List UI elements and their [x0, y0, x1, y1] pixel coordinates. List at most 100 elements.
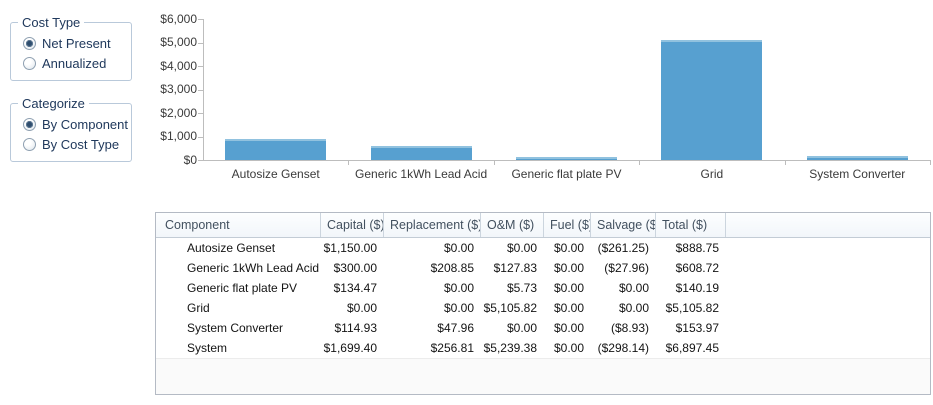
table-cell: $0.00 [553, 321, 584, 335]
table-cell: $0.00 [443, 281, 474, 295]
header-cell-6[interactable]: Total ($) [656, 213, 726, 237]
table-body: Autosize Genset $1,150.00 $0.00 $0.00 $0.00 (… [156, 238, 930, 358]
table-cell: System [187, 341, 228, 355]
table-cell: $0.00 [553, 341, 584, 355]
header-filler-cell [726, 213, 930, 237]
header-cell-0[interactable]: Component [156, 213, 321, 237]
table-row[interactable]: Autosize Genset $1,150.00 $0.00 $0.00 $0.00 (… [156, 238, 930, 258]
table-cell: $0.00 [553, 261, 584, 275]
table-cell: $1,150.00 [323, 241, 377, 255]
header-cell-5[interactable]: Salvage ($) [591, 213, 656, 237]
radio-by-cost-type-label: By Cost Type [42, 137, 120, 152]
table-cell: $0.00 [553, 301, 584, 315]
chart-bar [661, 40, 763, 160]
table-cell: $47.96 [437, 321, 474, 335]
radio-button-icon [23, 37, 36, 50]
table-cell: $140.19 [675, 281, 719, 295]
x-category-label: System Converter [809, 167, 906, 181]
y-tick-label: $1,000 [160, 129, 197, 143]
row-filler-cell [726, 318, 930, 338]
y-tick-mark [198, 160, 203, 161]
x-category-label: Generic 1kWh Lead Acid [355, 167, 488, 181]
cost-table: Component Capital ($) Replacement ($) O&M (… [155, 212, 931, 395]
x-tick-mark [348, 160, 350, 165]
table-header: Component Capital ($) Replacement ($) O&M (… [156, 213, 930, 238]
table-cell: Generic flat plate PV [187, 281, 298, 295]
categorize-group: Categorize By Component By Cost Type [10, 96, 132, 162]
x-tick-mark [930, 160, 931, 165]
chart-bar [225, 139, 327, 160]
y-tick-mark [198, 89, 203, 91]
chart-bar [516, 157, 617, 160]
y-tick-mark [198, 136, 203, 138]
radio-net-present-label: Net Present [42, 36, 111, 51]
table-cell: $888.75 [675, 241, 719, 255]
table-cell: Grid [187, 301, 210, 315]
chart-bar [806, 156, 908, 160]
table-cell: $0.00 [553, 281, 584, 295]
y-tick-mark [198, 42, 203, 44]
cost-type-group-title: Cost Type [18, 15, 85, 30]
table-cell: $0.00 [553, 241, 584, 255]
header-cell-1[interactable]: Capital ($) [321, 213, 384, 237]
table-cell: $0.00 [506, 321, 537, 335]
table-cell: $127.83 [493, 261, 537, 275]
table-row[interactable]: Generic 1kWh Lead Acid $300.00 $208.85 $127… [156, 258, 930, 278]
y-tick-label: $5,000 [160, 35, 197, 49]
chart-bar [370, 146, 472, 160]
table-cell: ($8.93) [610, 321, 649, 335]
cost-type-group: Cost Type Net Present Annualized [10, 15, 132, 81]
table-cell: $0.00 [618, 281, 649, 295]
table-cell: $5,105.82 [483, 301, 537, 315]
x-tick-mark [493, 160, 495, 165]
row-filler-cell [726, 258, 930, 278]
x-category-label: Generic flat plate PV [511, 167, 622, 181]
x-tick-mark [639, 160, 641, 165]
row-filler-cell [726, 298, 930, 318]
row-filler-cell [726, 338, 930, 358]
header-cell-3[interactable]: O&M ($) [481, 213, 544, 237]
table-cell: ($261.25) [597, 241, 649, 255]
table-cell: ($27.96) [604, 261, 649, 275]
table-cell: $0.00 [506, 241, 537, 255]
radio-by-component-label: By Component [42, 117, 128, 132]
categorize-group-title: Categorize [18, 96, 89, 111]
table-row[interactable]: System Converter $114.93 $47.96 $0.00 $0.00 (… [156, 318, 930, 338]
table-row[interactable]: Generic flat plate PV $134.47 $0.00 $5.73 $0… [156, 278, 930, 298]
radio-net-present[interactable]: Net Present [23, 36, 111, 51]
table-cell: Generic 1kWh Lead Acid [187, 261, 320, 275]
table-cell: Autosize Genset [187, 241, 276, 255]
row-filler-cell [726, 278, 930, 298]
radio-annualized-label: Annualized [42, 56, 107, 71]
table-cell: $256.81 [430, 341, 474, 355]
table-cell: $208.85 [430, 261, 474, 275]
y-tick-mark [198, 19, 203, 20]
table-filler-area [156, 358, 930, 394]
radio-annualized[interactable]: Annualized [23, 56, 106, 71]
table-row[interactable]: Grid $0.00 $0.00 $5,105.82 $0.00 $0.00 $5,105.… [156, 298, 930, 318]
radio-by-cost-type[interactable]: By Cost Type [23, 137, 119, 152]
table-cell: $0.00 [443, 301, 474, 315]
table-cell: $0.00 [346, 301, 377, 315]
radio-button-icon [23, 57, 36, 70]
radio-button-icon [23, 118, 36, 131]
radio-button-icon [23, 138, 36, 151]
radio-by-component[interactable]: By Component [23, 117, 128, 132]
x-category-label: Grid [700, 167, 724, 181]
header-cell-4[interactable]: Fuel ($) [544, 213, 591, 237]
x-category-label: Autosize Genset [231, 167, 320, 181]
y-tick-label: $2,000 [160, 105, 197, 120]
table-cell: $153.97 [675, 321, 719, 335]
table-row[interactable]: System $1,699.40 $256.81 $5,239.38 $0.00 ($29… [156, 338, 930, 358]
y-tick-label: $4,000 [160, 58, 197, 73]
table-cell: ($298.14) [597, 341, 649, 355]
header-cell-2[interactable]: Replacement ($) [384, 213, 481, 237]
table-cell: $134.47 [333, 281, 377, 295]
y-tick-label: $3,000 [160, 82, 197, 96]
table-cell: $5,105.82 [665, 301, 719, 315]
y-tick-label: $6,000 [160, 11, 197, 26]
table-cell: $5,239.38 [483, 341, 537, 355]
y-tick-mark [198, 66, 203, 67]
x-axis-line [203, 160, 930, 161]
table-cell: $1,699.40 [323, 341, 377, 355]
